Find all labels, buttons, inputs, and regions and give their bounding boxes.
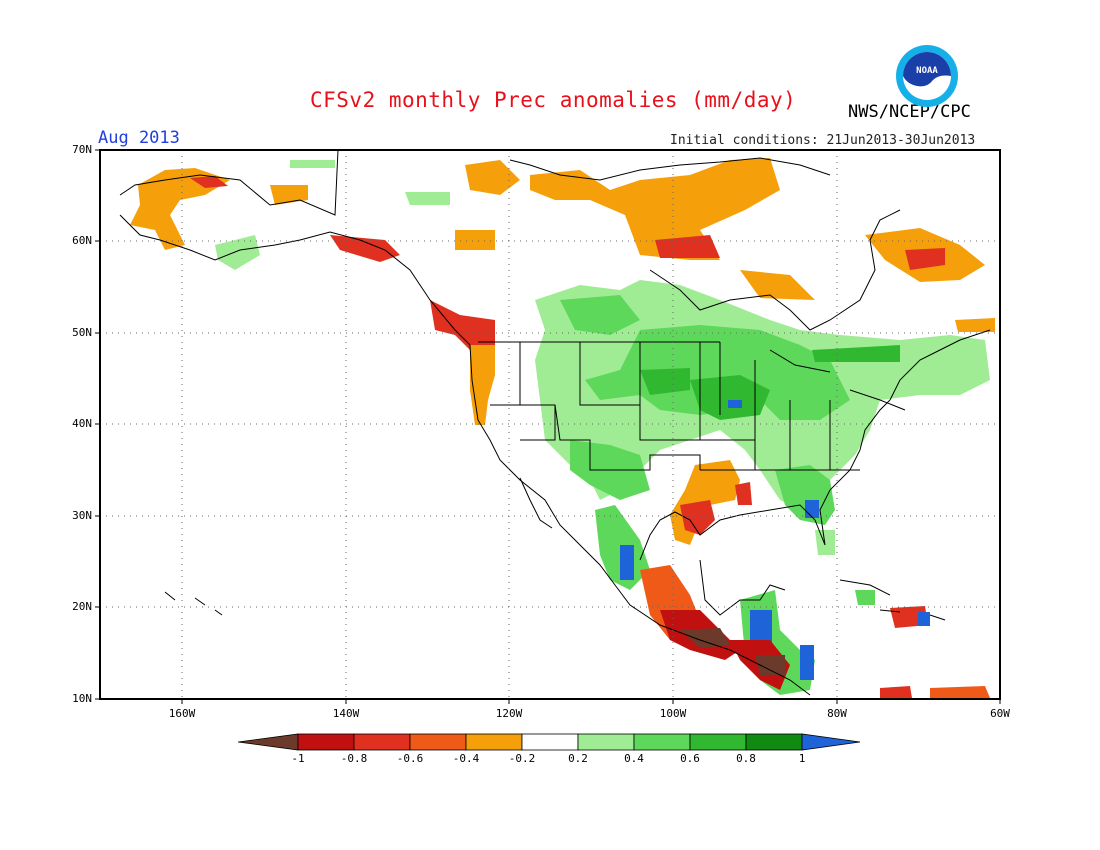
lat-label-60n: 60N	[72, 234, 92, 247]
colorbar-label: -1	[291, 752, 305, 765]
colorbar-segment	[297, 733, 355, 751]
lon-label-100w: 100W	[659, 707, 687, 720]
colorbar-label: 0.4	[624, 752, 644, 765]
noaa-logo: NOAA	[895, 44, 959, 112]
colorbar-segment-above-1	[801, 733, 861, 751]
agency-label: NWS/NCEP/CPC	[848, 102, 971, 122]
map-title: CFSv2 monthly Prec anomalies (mm/day)	[310, 88, 797, 112]
colorbar-segment	[689, 733, 747, 751]
colorbar-segment	[409, 733, 467, 751]
colorbar-label: -0.2	[508, 752, 536, 765]
colorbar	[238, 733, 861, 751]
forecast-month: Aug 2013	[98, 128, 180, 148]
lat-label-50n: 50N	[72, 326, 92, 339]
lon-label-160w: 160W	[168, 707, 196, 720]
colorbar-label: 0.6	[680, 752, 700, 765]
colorbar-segment	[633, 733, 691, 751]
colorbar-segment	[521, 733, 579, 751]
colorbar-label: -0.4	[452, 752, 480, 765]
colorbar-label: -0.6	[396, 752, 424, 765]
lon-label-80w: 80W	[827, 707, 847, 720]
lon-label-120w: 120W	[495, 707, 523, 720]
lon-label-60w: 60W	[990, 707, 1010, 720]
initial-conditions: Initial conditions: 21Jun2013-30Jun2013	[670, 133, 976, 148]
colorbar-label: -0.8	[340, 752, 368, 765]
logo-text: NOAA	[916, 66, 938, 76]
grid-lines	[100, 150, 1000, 699]
colorbar-segment	[353, 733, 411, 751]
colorbar-label: 0.2	[568, 752, 588, 765]
lat-label-10n: 10N	[72, 692, 92, 705]
lat-label-20n: 20N	[72, 600, 92, 613]
colorbar-segment	[745, 733, 803, 751]
lat-label-40n: 40N	[72, 417, 92, 430]
colorbar-segment	[577, 733, 635, 751]
colorbar-segment-below-1	[238, 733, 299, 751]
coastlines	[119, 149, 991, 696]
lat-label-70n: 70N	[72, 143, 92, 156]
colorbar-segment	[465, 733, 523, 751]
lat-label-30n: 30N	[72, 509, 92, 522]
colorbar-label: 1	[798, 752, 806, 765]
lon-label-140w: 140W	[332, 707, 360, 720]
colorbar-label: 0.8	[736, 752, 756, 765]
